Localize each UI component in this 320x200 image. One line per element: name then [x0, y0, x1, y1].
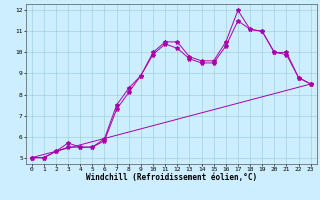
X-axis label: Windchill (Refroidissement éolien,°C): Windchill (Refroidissement éolien,°C) — [86, 173, 257, 182]
